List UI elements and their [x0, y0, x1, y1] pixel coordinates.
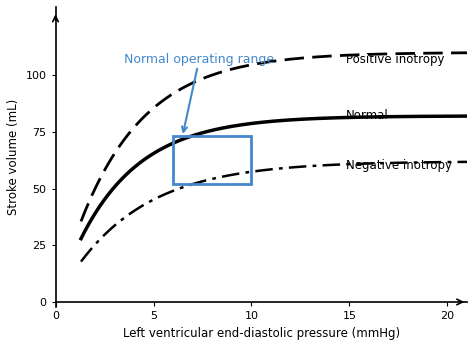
- Y-axis label: Stroke volume (mL): Stroke volume (mL): [7, 99, 20, 215]
- Text: Normal: Normal: [346, 109, 388, 122]
- Text: Negative inotropy: Negative inotropy: [346, 159, 452, 172]
- Text: Positive inotropy: Positive inotropy: [346, 53, 444, 66]
- X-axis label: Left ventricular end-diastolic pressure (mmHg): Left ventricular end-diastolic pressure …: [123, 327, 400, 340]
- Bar: [173, 136, 252, 184]
- Text: Normal operating range: Normal operating range: [124, 53, 274, 132]
